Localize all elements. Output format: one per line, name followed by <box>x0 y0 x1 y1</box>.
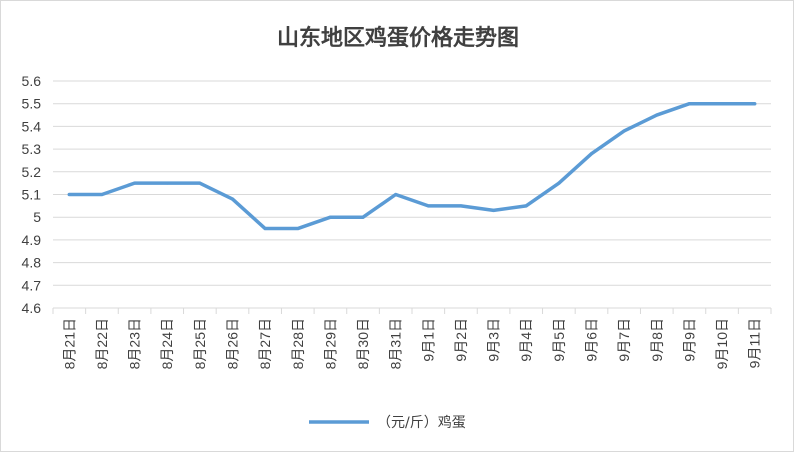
data-point <box>720 102 724 106</box>
data-point <box>67 193 71 196</box>
y-tick-label: 5.6 <box>22 73 42 89</box>
plot-area <box>67 101 757 231</box>
x-tick-label: 8月25日 <box>192 318 208 369</box>
x-tick-label: 8月30日 <box>355 318 371 369</box>
x-tick-label: 9月7日 <box>616 318 632 362</box>
y-tick-label: 4.9 <box>22 232 42 248</box>
data-point <box>524 204 528 208</box>
legend: （元/斤）鸡蛋 <box>309 414 466 431</box>
data-point <box>231 197 234 201</box>
data-point <box>394 193 398 196</box>
data-point <box>622 129 626 133</box>
x-tick-label: 9月10日 <box>714 318 730 369</box>
x-tick-label: 9月5日 <box>551 318 567 362</box>
y-axis: 5.6 5.5 5.4 5.3 5.2 5.1 5 4.9 4.8 4.7 4.6 <box>22 73 42 316</box>
x-tick-label: 9月1日 <box>420 318 436 362</box>
y-tick-label: 5.5 <box>22 96 42 112</box>
x-tick-label: 8月29日 <box>322 318 338 369</box>
series-line <box>67 101 757 231</box>
data-point <box>133 181 137 185</box>
data-point <box>165 181 169 185</box>
x-tick-label: 8月22日 <box>94 318 110 369</box>
y-tick-label: 5.3 <box>22 141 42 157</box>
x-tick-label: 8月21日 <box>61 318 77 369</box>
x-tick-label: 9月8日 <box>649 318 665 362</box>
data-point <box>426 204 430 208</box>
grid-lines <box>53 80 771 309</box>
y-tick-label: 4.8 <box>22 255 42 271</box>
x-tick-label: 8月31日 <box>388 318 404 369</box>
y-tick-label: 5.4 <box>22 118 42 134</box>
data-point <box>557 181 561 185</box>
data-point <box>655 113 659 117</box>
x-tick-label: 9月4日 <box>518 318 534 362</box>
data-point <box>263 227 267 231</box>
y-tick-label: 5.2 <box>22 164 42 180</box>
data-point <box>198 181 202 185</box>
x-tick-label: 8月27日 <box>257 318 273 369</box>
data-point <box>687 102 691 106</box>
x-tick-label: 9月3日 <box>486 318 502 362</box>
chart-title: 山东地区鸡蛋价格走势图 <box>277 25 519 51</box>
x-tick-label: 9月9日 <box>681 318 697 362</box>
x-tick-label: 8月26日 <box>225 318 241 369</box>
data-point <box>753 102 757 106</box>
x-axis: 8月21日 8月22日 8月23日 8月24日 8月25日 8月26日 8月27日 8月28日… <box>52 308 772 369</box>
y-tick-label: 5 <box>33 209 41 225</box>
x-tick-label: 9月2日 <box>453 318 469 362</box>
data-point <box>492 208 496 212</box>
y-tick-label: 4.6 <box>22 300 42 316</box>
data-point <box>590 152 593 156</box>
x-tick-label: 8月28日 <box>290 318 306 369</box>
data-point <box>296 227 300 231</box>
data-point <box>100 193 104 196</box>
data-point <box>361 215 365 219</box>
x-tick-label: 9月6日 <box>584 318 600 362</box>
legend-label: （元/斤）鸡蛋 <box>377 414 466 431</box>
y-tick-label: 5.1 <box>22 187 42 203</box>
y-tick-label: 4.7 <box>22 277 42 293</box>
x-tick-label: 8月24日 <box>159 318 175 369</box>
x-tick-label: 8月23日 <box>127 318 143 369</box>
x-tick-label: 9月11日 <box>747 318 763 368</box>
data-point <box>459 204 463 208</box>
data-point <box>328 215 332 219</box>
